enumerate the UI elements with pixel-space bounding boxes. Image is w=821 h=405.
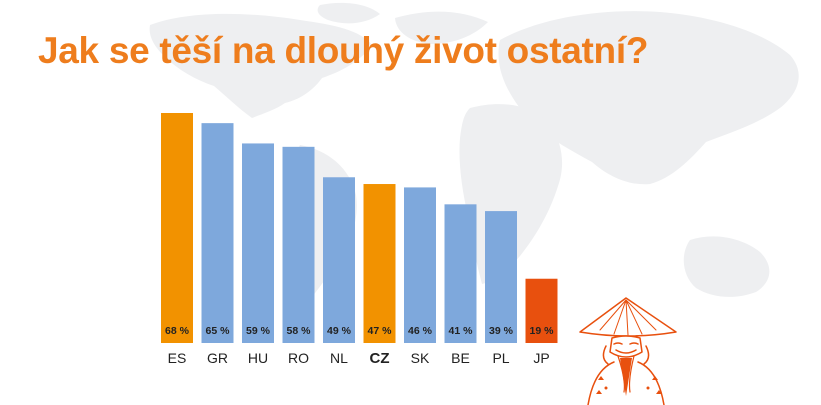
category-label-sk: SK bbox=[411, 350, 430, 366]
category-label-be: BE bbox=[451, 350, 470, 366]
category-label-hu: HU bbox=[248, 350, 268, 366]
category-label-jp: JP bbox=[533, 350, 549, 366]
bar-cz bbox=[363, 184, 396, 343]
category-label-es: ES bbox=[168, 350, 187, 366]
bar-sk bbox=[404, 187, 436, 343]
bar-ro bbox=[282, 146, 315, 343]
category-label-ro: RO bbox=[288, 350, 309, 366]
value-label-jp: 19 % bbox=[530, 325, 555, 337]
bar-be bbox=[444, 204, 477, 343]
value-label-cz: 47 % bbox=[368, 325, 393, 337]
bar-nl bbox=[323, 177, 355, 343]
value-labels-group: 68 % 65 % 59 % 58 % 49 % 47 % 46 % 41 % 39 % 19 % bbox=[165, 325, 554, 337]
category-label-nl: NL bbox=[330, 350, 348, 366]
category-labels-group: ES GR HU RO NL CZ SK BE PL JP bbox=[168, 350, 550, 367]
bar-es bbox=[161, 113, 193, 343]
value-label-nl: 49 % bbox=[327, 325, 352, 337]
old-man-illustration bbox=[579, 297, 677, 405]
value-label-es: 68 % bbox=[165, 325, 190, 337]
bar-pl bbox=[485, 211, 517, 343]
category-label-cz: CZ bbox=[370, 350, 390, 367]
bar-gr bbox=[201, 123, 234, 343]
bars-group bbox=[161, 113, 558, 343]
value-label-sk: 46 % bbox=[408, 325, 433, 337]
value-label-be: 41 % bbox=[449, 325, 474, 337]
bar-jp bbox=[525, 278, 558, 343]
category-label-pl: PL bbox=[492, 350, 509, 366]
value-label-hu: 59 % bbox=[246, 325, 271, 337]
value-label-ro: 58 % bbox=[287, 325, 312, 337]
value-label-pl: 39 % bbox=[489, 325, 514, 337]
chart-title: Jak se těší na dlouhý život ostatní? bbox=[38, 30, 649, 71]
bar-hu bbox=[242, 143, 274, 343]
category-label-gr: GR bbox=[207, 350, 228, 366]
value-label-gr: 65 % bbox=[206, 325, 231, 337]
